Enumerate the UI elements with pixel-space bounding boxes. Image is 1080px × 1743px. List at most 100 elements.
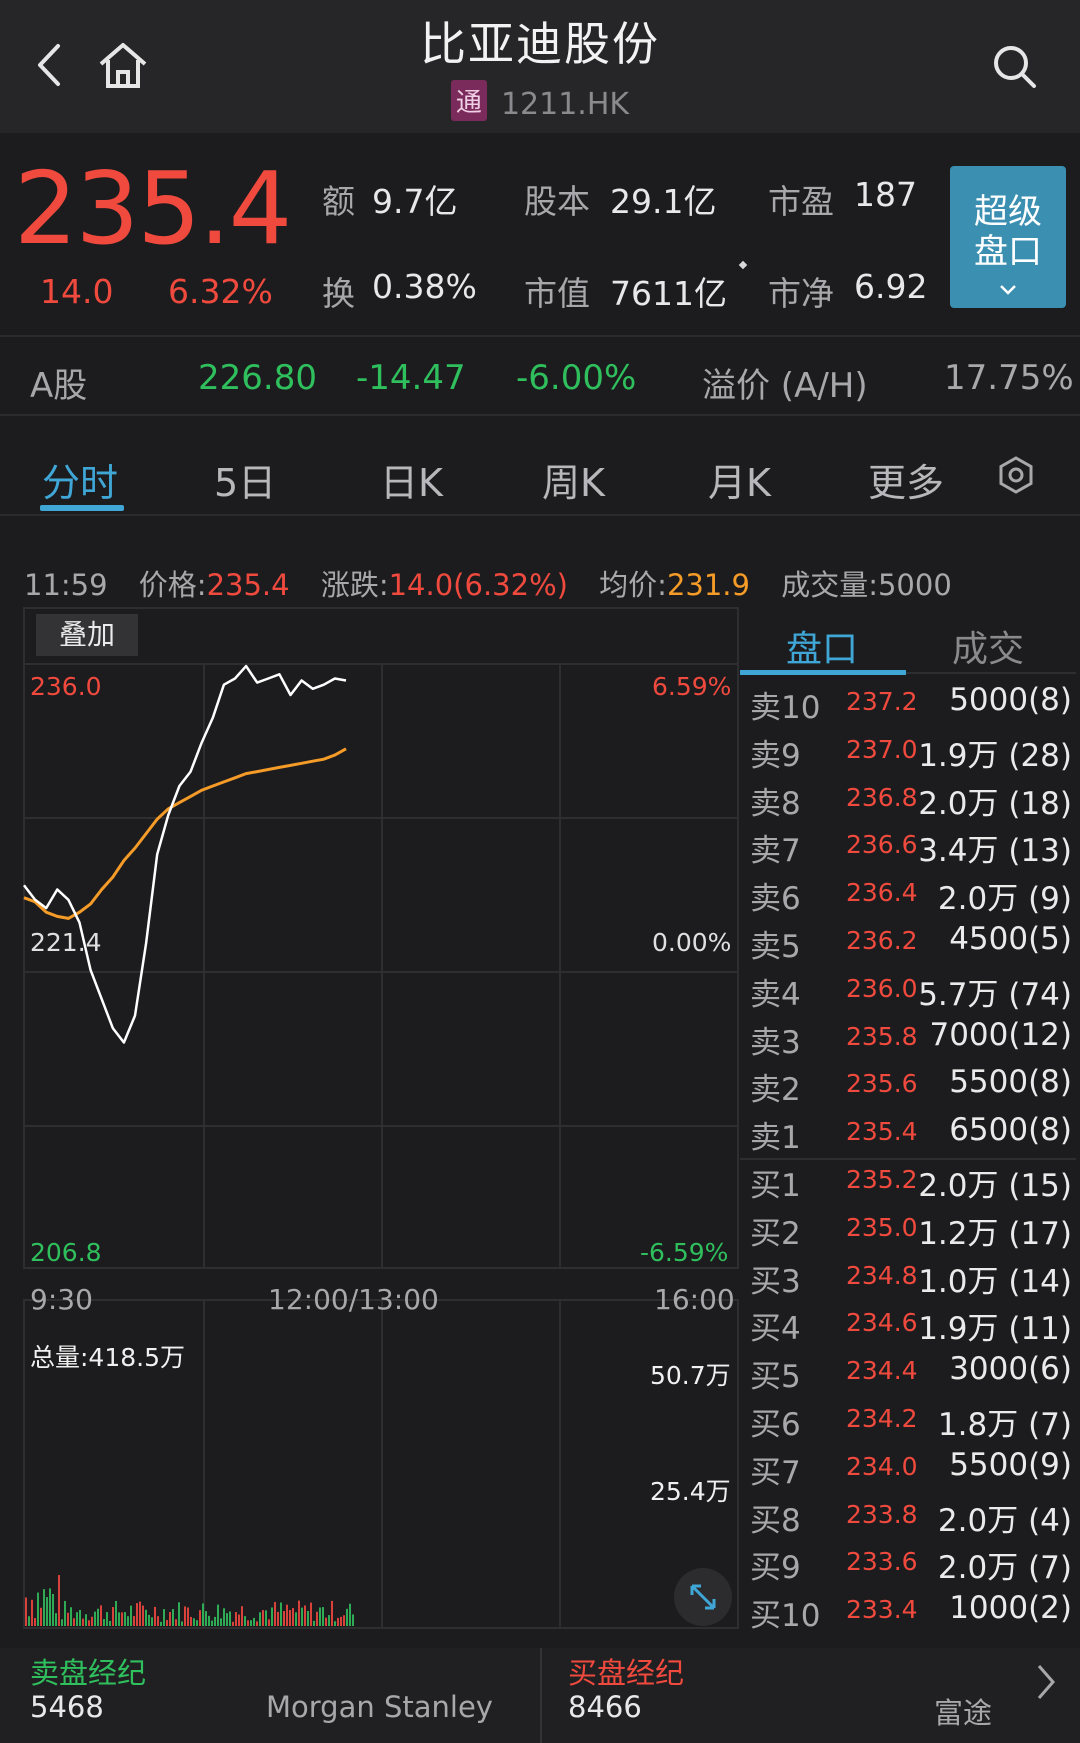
search-icon[interactable] [990, 42, 1040, 96]
level-volume: 5.7万 (74) [918, 976, 1072, 1013]
back-icon[interactable] [30, 40, 70, 94]
volume-bar [316, 1611, 318, 1626]
level-price: 236.8 [846, 782, 918, 812]
stock-code: 1211.HK [500, 87, 630, 122]
y-axis-bottom: 206.8 [30, 1238, 102, 1267]
x-axis-end: 16:00 [654, 1283, 735, 1316]
level-volume: 1000(2) [949, 1590, 1072, 1627]
volume-bar [118, 1612, 120, 1626]
ask-row: 卖2 235.6 5500(8) [748, 1064, 1076, 1112]
turnover-value: 0.38% [372, 267, 477, 306]
last-price: 235.4 [14, 150, 292, 267]
level-price: 234.0 [846, 1451, 918, 1481]
level-price: 236.0 [846, 973, 918, 1003]
level-label: 卖1 [750, 1120, 801, 1157]
settings-icon[interactable] [996, 455, 1036, 499]
buy-broker-label: 买盘经纪 [568, 1656, 685, 1690]
volume-bar [46, 1597, 48, 1626]
level-price: 235.6 [846, 1069, 918, 1099]
super-orderbook-button[interactable]: 超级 盘口 [950, 166, 1066, 308]
volume-bar [232, 1621, 234, 1626]
pct-axis-mid: 0.00% [652, 928, 732, 957]
overlay-button[interactable]: 叠加 [36, 614, 138, 656]
level-label: 卖5 [750, 929, 801, 965]
volume-bar [40, 1607, 42, 1626]
volume-bar [106, 1612, 108, 1626]
volume-bar [82, 1618, 84, 1626]
level-label: 买6 [750, 1407, 801, 1443]
volume-bar [229, 1611, 231, 1626]
super-button-line2: 盘口 [974, 232, 1042, 272]
bid-row: 买10 233.4 1000(2) [748, 1590, 1076, 1638]
tab-weekly-k[interactable]: 周K [542, 461, 605, 505]
volume-bar [259, 1612, 261, 1626]
volume-bar [268, 1619, 270, 1626]
tab-orderbook[interactable]: 盘口 [786, 629, 859, 670]
volume-bar [205, 1611, 207, 1626]
info-chg: 14.0(6.32%) [388, 568, 568, 602]
level-label: 买10 [750, 1598, 821, 1635]
ashare-change-pct: -6.00% [516, 358, 637, 398]
expand-icon[interactable] [674, 1568, 732, 1626]
volume-bar [220, 1618, 222, 1626]
sell-broker-code: 5468 [30, 1690, 104, 1724]
x-axis-mid: 12:00/13:00 [268, 1283, 439, 1316]
volume-bar [127, 1616, 129, 1626]
bid-row: 买9 233.6 2.0万 (7) [748, 1542, 1076, 1590]
mktcap-value: 7611亿 [610, 274, 727, 313]
level-price: 236.2 [846, 926, 918, 955]
level-label: 卖8 [750, 785, 801, 822]
tab-monthly-k[interactable]: 月K [708, 461, 771, 505]
level-label: 买4 [750, 1311, 801, 1348]
broker-bar[interactable]: 卖盘经纪 5468 Morgan Stanley 买盘经纪 8466 富途 [0, 1648, 1080, 1743]
tab-more[interactable]: 更多 [868, 461, 945, 505]
sell-broker-name: Morgan Stanley [266, 1690, 493, 1724]
amount-label: 额 [322, 182, 355, 221]
volume-bar [235, 1612, 237, 1626]
volume-bar [325, 1617, 327, 1626]
level-label: 买3 [750, 1263, 801, 1300]
tab-intraday[interactable]: 分时 [42, 461, 119, 505]
level-volume: 3000(6) [949, 1351, 1072, 1388]
tab-5day[interactable]: 5日 [214, 461, 277, 505]
volume-bar [154, 1606, 156, 1626]
volume-bar [199, 1610, 201, 1626]
volume-bar [298, 1600, 300, 1626]
level-price: 236.6 [846, 830, 918, 860]
info-price-label: 价格: [138, 568, 207, 602]
bid-row: 买2 235.0 1.2万 (17) [748, 1208, 1076, 1256]
tab-trades[interactable]: 成交 [952, 629, 1025, 670]
volume-bar [133, 1616, 135, 1626]
volume-bar [166, 1620, 168, 1626]
level-price: 233.6 [846, 1547, 918, 1577]
price-series-line [23, 664, 347, 1044]
volume-bar [160, 1621, 162, 1626]
level-label: 卖9 [750, 737, 801, 774]
home-icon[interactable] [96, 40, 150, 96]
level-price: 235.4 [846, 1117, 918, 1147]
connect-badge: 通 [450, 80, 487, 121]
level-price: 234.8 [846, 1260, 918, 1290]
level-price: 233.8 [846, 1499, 918, 1529]
level-label: 买5 [750, 1359, 801, 1396]
volume-bar [97, 1608, 99, 1626]
volume-bar [94, 1611, 96, 1626]
volume-bar [121, 1612, 123, 1626]
volume-bar [307, 1610, 309, 1626]
level-volume: 1.9万 (11) [918, 1311, 1072, 1348]
level-volume: 2.0万 (4) [937, 1502, 1072, 1539]
stock-name: 比亚迪股份 [420, 17, 660, 71]
level-label: 卖6 [750, 881, 801, 918]
chevron-right-icon[interactable] [1034, 1660, 1058, 1708]
volume-bar [64, 1600, 66, 1626]
level-label: 卖4 [750, 976, 801, 1013]
volume-bar [184, 1606, 186, 1626]
volume-bar [130, 1605, 132, 1626]
level-label: 买9 [750, 1550, 801, 1587]
level-label: 卖3 [750, 1024, 801, 1061]
tab-daily-k[interactable]: 日K [380, 461, 443, 505]
volume-bar [142, 1605, 144, 1626]
volume-bar [226, 1613, 228, 1626]
volume-bar [49, 1588, 51, 1626]
